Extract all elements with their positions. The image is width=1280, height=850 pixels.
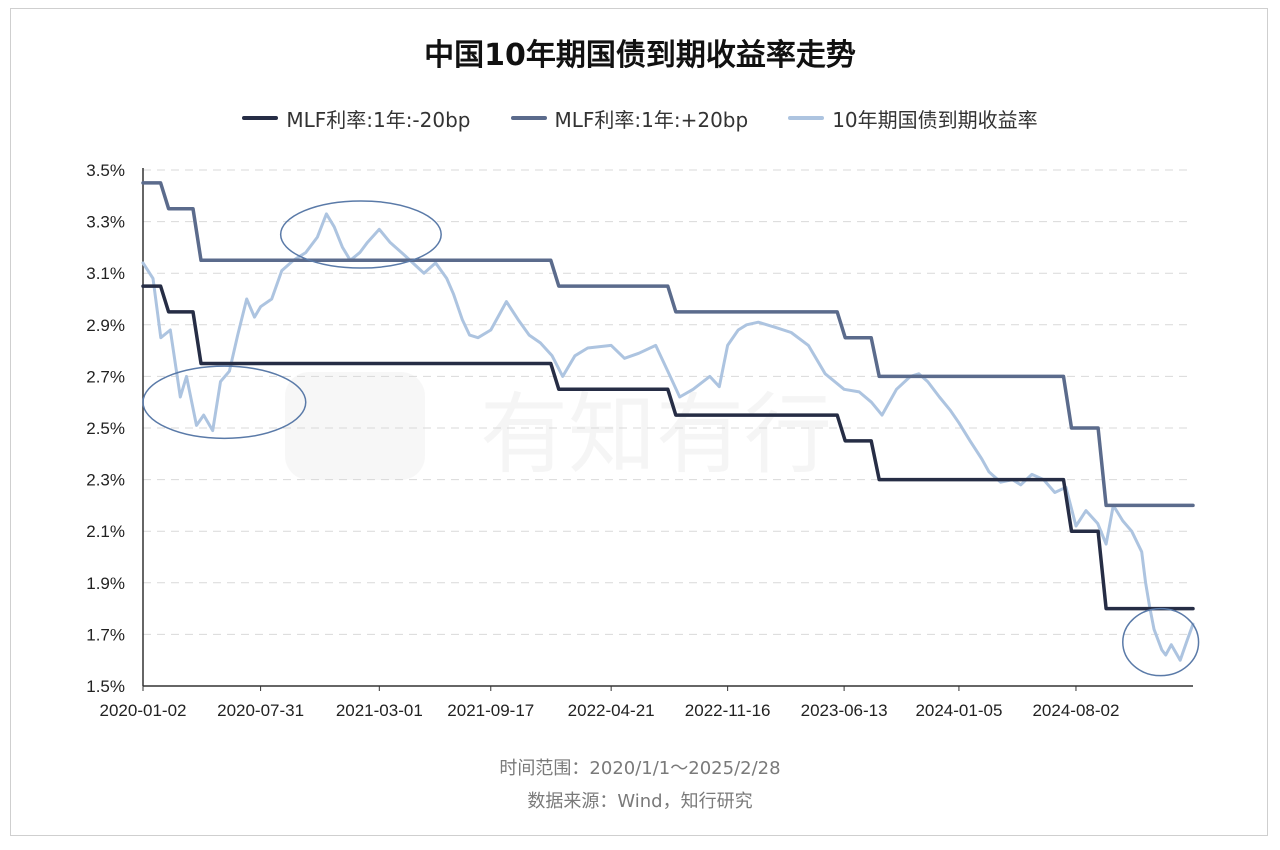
y-tick-label: 2.3% [86,471,125,490]
y-tick-label: 3.3% [86,213,125,232]
watermark-logo [285,372,425,480]
y-tick-label: 1.5% [86,677,125,696]
legend-swatch-bond-yield [788,116,825,120]
y-tick-label: 1.7% [86,625,125,644]
legend-swatch-mlf-minus [242,116,279,120]
x-tick-label: 2021-03-01 [336,701,423,720]
x-tick-label: 2022-04-21 [568,701,655,720]
x-tick-label: 2024-08-02 [1032,701,1119,720]
chart-title: 中国10年期国债到期收益率走势 [424,38,856,73]
series-line-2 [141,212,1195,662]
watermark-text: 有知有行 [480,383,832,486]
footer-source: 数据来源：Wind，知行研究 [527,791,753,812]
legend-item-mlf-plus: MLF利率:1年:+20bp [510,104,749,133]
y-tick-label: 1.9% [86,574,125,593]
chart-frame [10,8,1268,836]
x-tick-label: 2024-01-05 [915,701,1002,720]
y-tick-label: 3.5% [86,161,125,180]
axis-layer: 1.5% 1.7% 1.9% 2.1% 2.3% 2.5% 2.7% 2.9% 3.1% 3.3%… [86,161,1193,720]
y-tick-label: 2.5% [86,419,125,438]
highlight-ellipse-1 [279,200,442,269]
legend-label-mlf-minus: MLF利率:1年:-20bp [286,107,471,132]
y-tick-label: 3.1% [86,264,125,283]
y-tick-label: 2.9% [86,316,125,335]
series-layer [141,181,1195,662]
x-tick-label: 2020-07-31 [217,701,304,720]
x-tick-label: 2020-01-02 [100,701,187,720]
x-tick-label: 2021-09-17 [447,701,534,720]
series-line-1 [141,181,1195,508]
legend-label-mlf-plus: MLF利率:1年:+20bp [554,107,749,132]
legend-swatch-mlf-plus [510,116,547,120]
highlight-ellipse-0 [142,365,307,440]
legend-label-bond-yield: 10年期国债到期收益率 [832,107,1038,132]
legend-item-mlf-minus: MLF利率:1年:-20bp [242,104,471,133]
y-tick-label: 2.1% [86,522,125,541]
highlight-ellipse-2 [1122,607,1200,677]
legend-item-bond-yield: 10年期国债到期收益率 [788,104,1038,133]
annotation-layer [142,200,1200,677]
series-line-0 [141,284,1195,611]
x-tick-label: 2022-11-16 [685,701,771,720]
chart-legend: MLF利率:1年:-20bp MLF利率:1年:+20bp 10年期国债到期收益… [0,104,1280,132]
footer-time-range: 时间范围：2020/1/1～2025/2/28 [499,758,781,779]
y-tick-label: 2.7% [86,367,125,386]
x-tick-label: 2023-06-13 [801,701,888,720]
